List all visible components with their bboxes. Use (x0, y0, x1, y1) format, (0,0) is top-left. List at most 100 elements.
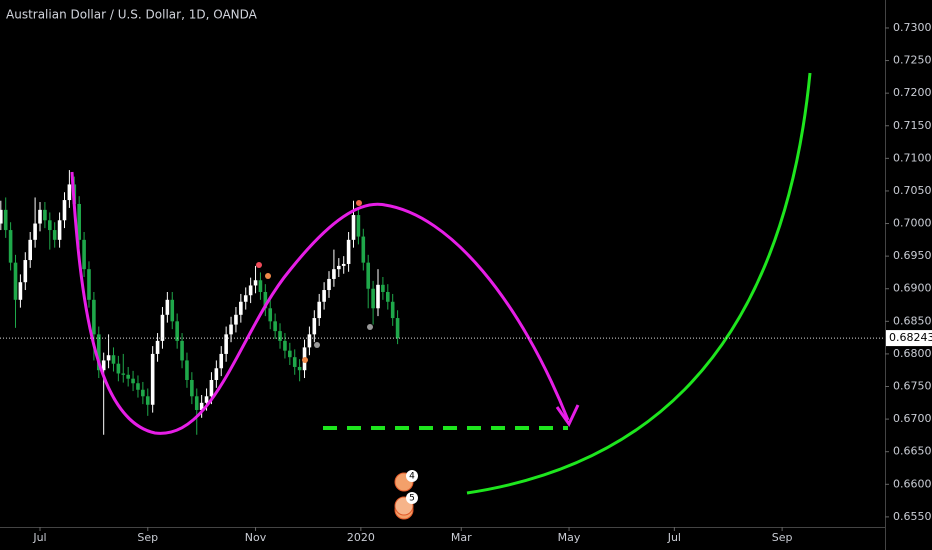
green-curve (466, 72, 812, 495)
candle-body (327, 278, 331, 291)
candle-body (28, 239, 32, 261)
candle-body (126, 374, 130, 379)
x-tick-label: May (558, 531, 581, 544)
candle-body (292, 357, 297, 367)
candle-body (234, 314, 238, 325)
y-tick-label: 0.73000 (893, 21, 932, 34)
chart-title: Australian Dollar / U.S. Dollar, 1D, OAN… (6, 8, 258, 22)
candle-body (92, 299, 96, 335)
candle-body (283, 340, 287, 351)
event-dot (256, 262, 262, 268)
candle-body (57, 220, 62, 240)
x-tick-label: Sep (137, 531, 158, 544)
candle-body (297, 366, 302, 371)
candle-body (165, 299, 170, 315)
candle-body (111, 355, 116, 364)
candle-body (77, 203, 81, 240)
badge (406, 470, 418, 482)
arrow-head (555, 404, 580, 427)
candle-body (8, 230, 13, 263)
candle-body (273, 321, 277, 332)
candle-body (243, 295, 248, 302)
candle-body (38, 209, 42, 224)
candle-body (101, 360, 106, 371)
candle-body (224, 334, 228, 354)
x-tick-label: Nov (245, 531, 267, 544)
candle-body (351, 215, 356, 240)
candle-body (385, 291, 390, 302)
badge-count: 5 (409, 494, 415, 504)
event-dot (265, 273, 271, 279)
candle-body (307, 334, 312, 348)
candle-body (116, 363, 121, 374)
candle-body (199, 402, 204, 410)
candle-body (52, 230, 57, 240)
candle-body (376, 284, 380, 309)
candle-body (209, 379, 214, 397)
candle-body (106, 355, 111, 361)
candle-body (268, 308, 273, 322)
candle-body (145, 396, 150, 405)
candle-body (253, 280, 258, 286)
candle-body (67, 184, 72, 201)
candle-body (185, 360, 189, 380)
candle-body (18, 282, 23, 300)
event-dot (314, 342, 320, 348)
candle-body (366, 262, 371, 289)
candle-body (312, 318, 317, 335)
last-price-box (886, 330, 932, 347)
candle-body (3, 209, 8, 231)
candle-body (219, 353, 224, 369)
candle-body (175, 321, 179, 341)
candle-body (278, 331, 282, 341)
candle-body (150, 353, 155, 405)
candle-body (155, 340, 160, 354)
candle-body (263, 291, 268, 309)
candle-body (361, 236, 366, 263)
candle-body (258, 280, 263, 292)
candle-body (131, 378, 135, 384)
x-tick-label: 2020 (347, 531, 375, 544)
candle-body (96, 334, 101, 371)
candle-body (341, 263, 346, 266)
candle-body (121, 373, 126, 375)
candle-body (160, 314, 165, 341)
candle-body (356, 215, 361, 237)
event-dot (302, 357, 308, 363)
badge (406, 492, 418, 504)
candle-body (170, 299, 175, 322)
candle-body (194, 396, 199, 410)
magenta-curve (70, 171, 570, 435)
candle-body (337, 265, 341, 270)
candle-body (82, 239, 86, 270)
candle-body (62, 200, 67, 221)
event-dot (356, 200, 362, 206)
x-tick-label: Jul (32, 531, 46, 544)
candle-body (87, 269, 91, 300)
candle-body (229, 324, 233, 335)
candle-body (371, 288, 375, 309)
candle-body (214, 368, 219, 380)
candle-body (390, 301, 395, 319)
candle-body (23, 260, 28, 283)
candle-body (43, 209, 47, 221)
candle-body (239, 301, 243, 315)
candle-body (204, 396, 209, 403)
x-tick-label: Mar (451, 531, 472, 544)
